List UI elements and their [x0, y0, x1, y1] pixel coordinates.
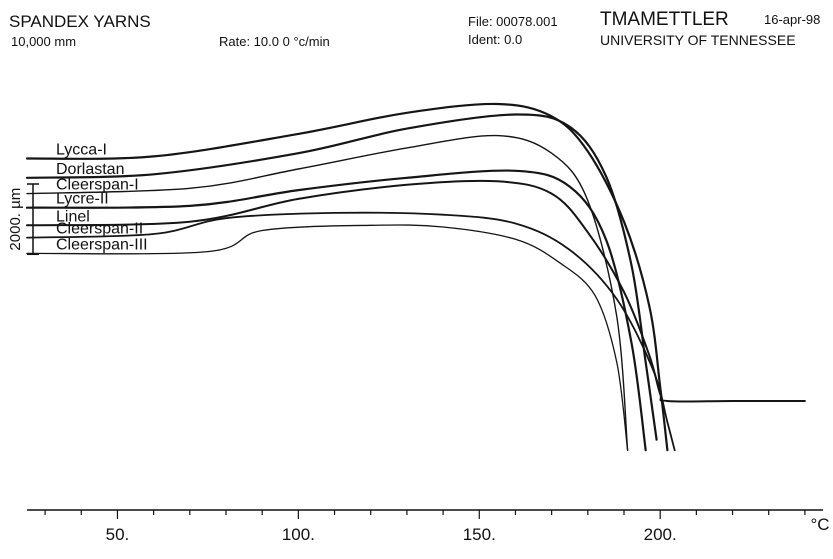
x-tick-label: 100.	[282, 525, 315, 544]
series-label: Lycre-II	[56, 191, 109, 208]
series-line	[26, 211, 676, 452]
series-line	[26, 179, 806, 403]
series-label: Linel	[56, 208, 90, 225]
ident: Ident: 0.0	[468, 32, 523, 47]
institution: UNIVERSITY OF TENNESSEE	[600, 32, 796, 48]
date: 16-apr-98	[764, 12, 821, 27]
x-tick-label: 50.	[106, 525, 130, 544]
series-label: Cleerspan-III	[56, 236, 148, 253]
x-tick-label: 200.	[644, 525, 677, 544]
series-label: Lycca-I	[56, 141, 107, 158]
series-line	[25, 113, 658, 441]
file-name: File: 00078.001	[468, 14, 558, 29]
series-label: Cleerspan-II	[56, 221, 143, 238]
series-label: Cleerspan-I	[56, 177, 139, 194]
series-line	[26, 224, 629, 451]
series-label: Dorlastan	[56, 161, 124, 178]
heating-rate: Rate: 10.0 0 °c/min	[219, 34, 330, 49]
chart-title: SPANDEX YARNS	[9, 12, 151, 31]
scale-bar-label: 2000. µm	[7, 188, 24, 251]
series-line	[26, 134, 629, 451]
x-tick-label: 150.	[463, 525, 496, 544]
instrument-name: TMAMETTLER	[600, 9, 729, 30]
x-axis-unit: °C	[810, 515, 829, 534]
sample-size: 10,000 mm	[11, 34, 77, 49]
series-line	[25, 102, 669, 452]
